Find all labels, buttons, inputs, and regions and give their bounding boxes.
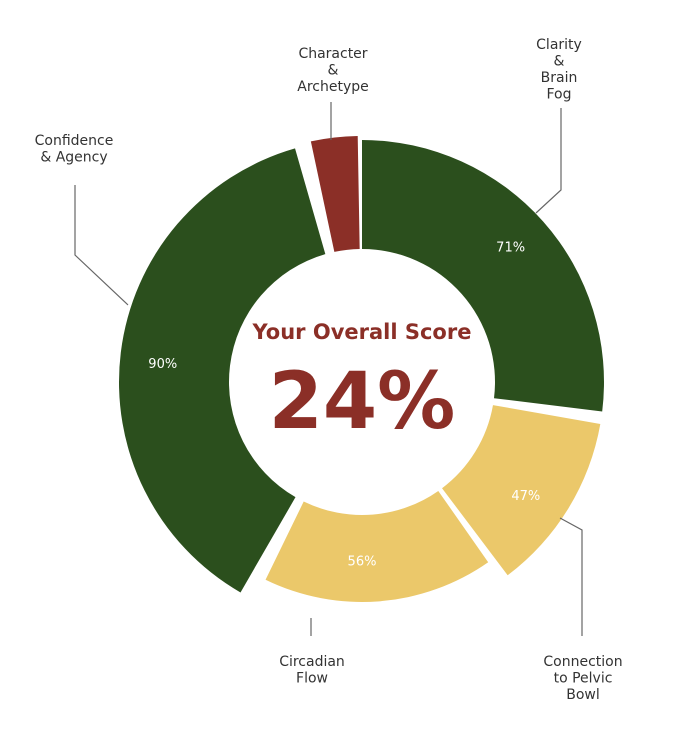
category-label: Connection to Pelvic Bowl [543, 654, 622, 703]
donut-segment [362, 140, 604, 412]
leader-line [559, 517, 583, 636]
leader-line [74, 185, 129, 306]
category-label: Character & Archetype [297, 46, 368, 95]
donut-segment [310, 136, 360, 252]
category-labels: Clarity & Brain Fog Connection to Pelvic Bowl C… [35, 37, 623, 703]
center-title: Your Overall Score [252, 320, 472, 344]
segment-value-label: 90% [148, 357, 177, 372]
donut-segment [265, 490, 489, 602]
center-score: 24% [269, 357, 456, 447]
donut-segment [442, 405, 601, 576]
category-label: Confidence & Agency [35, 133, 114, 166]
segment-value-label: 47% [511, 489, 540, 504]
segment-value-label: 56% [348, 555, 377, 570]
category-label: Clarity & Brain Fog [536, 37, 582, 103]
donut-segments: 71% 47% 56% 90% [119, 136, 604, 602]
category-label: Circadian Flow [279, 654, 345, 687]
segment-value-label: 71% [496, 241, 525, 256]
leader-lines [74, 102, 583, 636]
leader-line [535, 108, 562, 214]
donut-segment [119, 148, 326, 593]
